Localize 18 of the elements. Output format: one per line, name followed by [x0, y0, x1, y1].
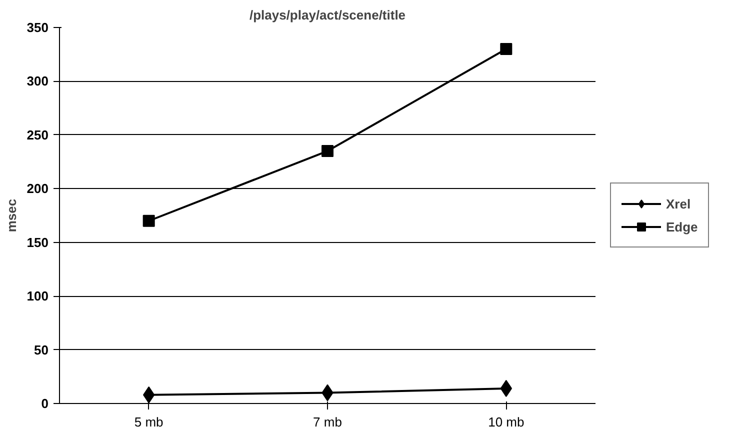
y-tick-label: 100	[26, 288, 49, 304]
y-tick-label: 0	[41, 396, 49, 411]
point	[322, 145, 334, 158]
y-tick-label: 50	[34, 342, 49, 358]
y-axis-title: msec	[4, 198, 19, 232]
legend-label: Edge	[666, 219, 698, 234]
chart-title: /plays/play/act/scene/title	[249, 8, 406, 22]
legend-label: Xrel	[666, 196, 691, 211]
x-tick-label: 7 mb	[313, 414, 342, 430]
x-tick-label: 5 mb	[134, 414, 164, 430]
x-tick-label: 10 mb	[488, 414, 524, 430]
point	[142, 214, 155, 227]
y-tick-label: 250	[26, 127, 49, 142]
y-tick-label: 150	[26, 234, 49, 250]
point	[500, 42, 512, 55]
y-tick-label: 300	[26, 74, 49, 89]
y-tick-label: 200	[26, 181, 49, 196]
y-tick-label: 350	[26, 20, 49, 35]
